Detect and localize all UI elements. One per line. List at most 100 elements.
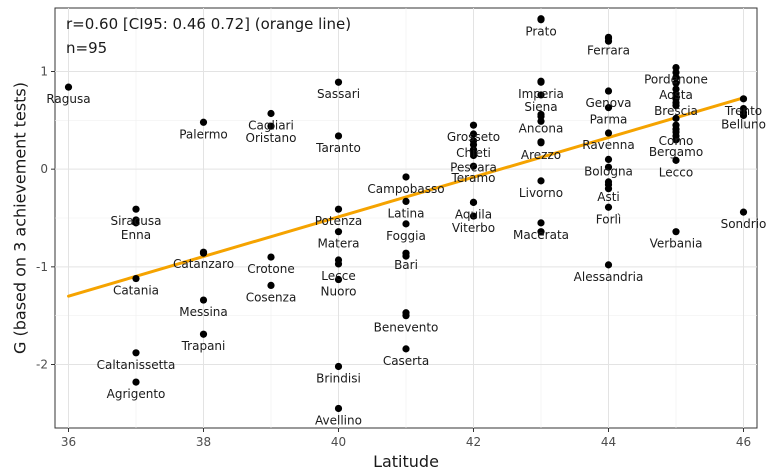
point-sassari bbox=[334, 78, 343, 86]
label-latina: Latina bbox=[387, 206, 424, 220]
point bbox=[402, 252, 410, 260]
x-tick-label: 42 bbox=[466, 435, 481, 449]
point-ravenna bbox=[604, 129, 613, 137]
y-tick-label: -1 bbox=[36, 260, 48, 274]
x-tick-label: 46 bbox=[736, 435, 751, 449]
point bbox=[604, 178, 613, 186]
point bbox=[469, 149, 478, 158]
label-prato: Prato bbox=[525, 25, 556, 39]
label-imperia: Imperia bbox=[518, 87, 564, 101]
point bbox=[537, 77, 545, 85]
label-teramo: Teramo bbox=[451, 171, 496, 185]
point-caserta bbox=[402, 345, 410, 353]
label-cosenza: Cosenza bbox=[246, 290, 297, 304]
x-tick-label: 44 bbox=[601, 435, 616, 449]
point bbox=[199, 249, 208, 257]
point-foggia bbox=[402, 220, 410, 228]
label-trapani: Trapani bbox=[181, 339, 226, 353]
label-como: Como bbox=[659, 134, 694, 148]
point bbox=[672, 90, 680, 98]
label-catanzaro: Catanzaro bbox=[173, 257, 234, 271]
y-tick-label: 1 bbox=[40, 64, 48, 78]
point bbox=[132, 216, 140, 224]
point bbox=[537, 228, 545, 236]
point-sondrio bbox=[739, 208, 748, 216]
point bbox=[604, 33, 613, 41]
point bbox=[537, 15, 545, 23]
label-benevento: Benevento bbox=[374, 321, 439, 335]
point-brindisi bbox=[334, 362, 343, 371]
x-tick-label: 36 bbox=[61, 435, 76, 449]
point-ragusa bbox=[64, 83, 73, 91]
point-bologna bbox=[604, 155, 613, 163]
y-axis-title: G (based on 3 achievement tests) bbox=[11, 82, 30, 354]
label-caserta: Caserta bbox=[383, 354, 429, 368]
point bbox=[604, 185, 613, 193]
label-parma: Parma bbox=[590, 113, 628, 127]
label-lecco: Lecco bbox=[659, 165, 693, 179]
label-taranto: Taranto bbox=[315, 141, 361, 155]
label-genova: Genova bbox=[585, 96, 631, 110]
label-campobasso: Campobasso bbox=[367, 182, 444, 196]
label-grosseto: Grosseto bbox=[447, 130, 500, 144]
correlation-annotation: r=0.60 [CI95: 0.46 0.72] (orange line) bbox=[66, 15, 351, 33]
label-potenza: Potenza bbox=[315, 214, 363, 228]
point-lecco bbox=[672, 156, 680, 164]
label-ancona: Ancona bbox=[519, 121, 564, 135]
label-bergamo: Bergamo bbox=[649, 145, 703, 159]
point-genova bbox=[604, 87, 613, 95]
label-sassari: Sassari bbox=[317, 87, 360, 101]
label-crotone: Crotone bbox=[247, 262, 294, 276]
label-cagliari: Cagliari bbox=[248, 118, 294, 132]
x-axis-title: Latitude bbox=[373, 452, 439, 471]
label-brindisi: Brindisi bbox=[316, 371, 361, 385]
label-oristano: Oristano bbox=[246, 131, 297, 145]
point bbox=[537, 117, 545, 125]
label-asti: Asti bbox=[597, 190, 620, 204]
point-aosta bbox=[672, 79, 680, 87]
label-palermo: Palermo bbox=[179, 127, 228, 141]
sample-size-annotation: n=95 bbox=[66, 39, 107, 57]
point bbox=[739, 111, 748, 120]
point bbox=[402, 309, 410, 317]
y-tick-label: 0 bbox=[40, 162, 48, 176]
x-tick-label: 40 bbox=[331, 435, 346, 449]
point-oristano bbox=[267, 122, 275, 130]
label-forli: Forlì bbox=[596, 212, 621, 226]
point-siracusa bbox=[132, 205, 140, 213]
label-messina: Messina bbox=[179, 305, 228, 319]
label-ferrara: Ferrara bbox=[587, 43, 630, 57]
point-cagliari bbox=[267, 109, 275, 118]
point-livorno bbox=[537, 177, 545, 185]
point-potenza bbox=[334, 205, 343, 213]
label-chieti: Chieti bbox=[456, 146, 491, 160]
point-latina bbox=[402, 197, 410, 205]
regression-line bbox=[67, 96, 745, 298]
point bbox=[672, 114, 680, 122]
label-siena: Siena bbox=[524, 100, 557, 114]
point-siena bbox=[537, 91, 545, 99]
label-livorno: Livorno bbox=[519, 186, 563, 200]
point bbox=[672, 102, 680, 110]
label-aosta: Aosta bbox=[659, 88, 693, 102]
point bbox=[672, 132, 680, 140]
label-belluno: Belluno bbox=[721, 118, 766, 132]
point-messina bbox=[199, 296, 208, 304]
label-lecce: Lecce bbox=[321, 269, 355, 283]
point-avellino bbox=[334, 404, 343, 413]
label-matera: Matera bbox=[317, 237, 359, 251]
point-viterbo bbox=[469, 212, 478, 220]
point-campobasso bbox=[402, 173, 410, 181]
point-forli bbox=[604, 203, 613, 211]
point-trento bbox=[739, 95, 748, 103]
point-matera bbox=[334, 228, 343, 236]
grid bbox=[55, 8, 757, 428]
point bbox=[334, 256, 343, 264]
point-taranto bbox=[334, 132, 343, 140]
label-alessandria: Alessandria bbox=[574, 270, 644, 284]
label-pescara: Pescara bbox=[450, 160, 497, 174]
label-nuoro: Nuoro bbox=[321, 285, 357, 299]
label-ragusa: Ragusa bbox=[46, 92, 90, 106]
label-trento: Trento bbox=[724, 104, 762, 118]
label-viterbo: Viterbo bbox=[452, 221, 495, 235]
